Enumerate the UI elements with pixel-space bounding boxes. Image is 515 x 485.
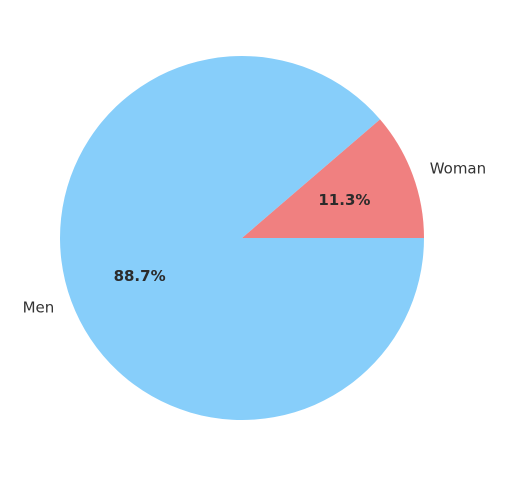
pct-label-woman: 11.3% [318, 191, 370, 209]
pie-labels: Woman 11.3% Men 88.7% [23, 159, 487, 316]
pie-slices [60, 56, 424, 421]
slice-label-woman: Woman [430, 159, 486, 177]
slice-label-men: Men [23, 299, 55, 317]
pie-slice-woman [242, 119, 424, 238]
pct-label-men: 88.7% [114, 267, 166, 285]
pie-slice-men [60, 56, 424, 421]
